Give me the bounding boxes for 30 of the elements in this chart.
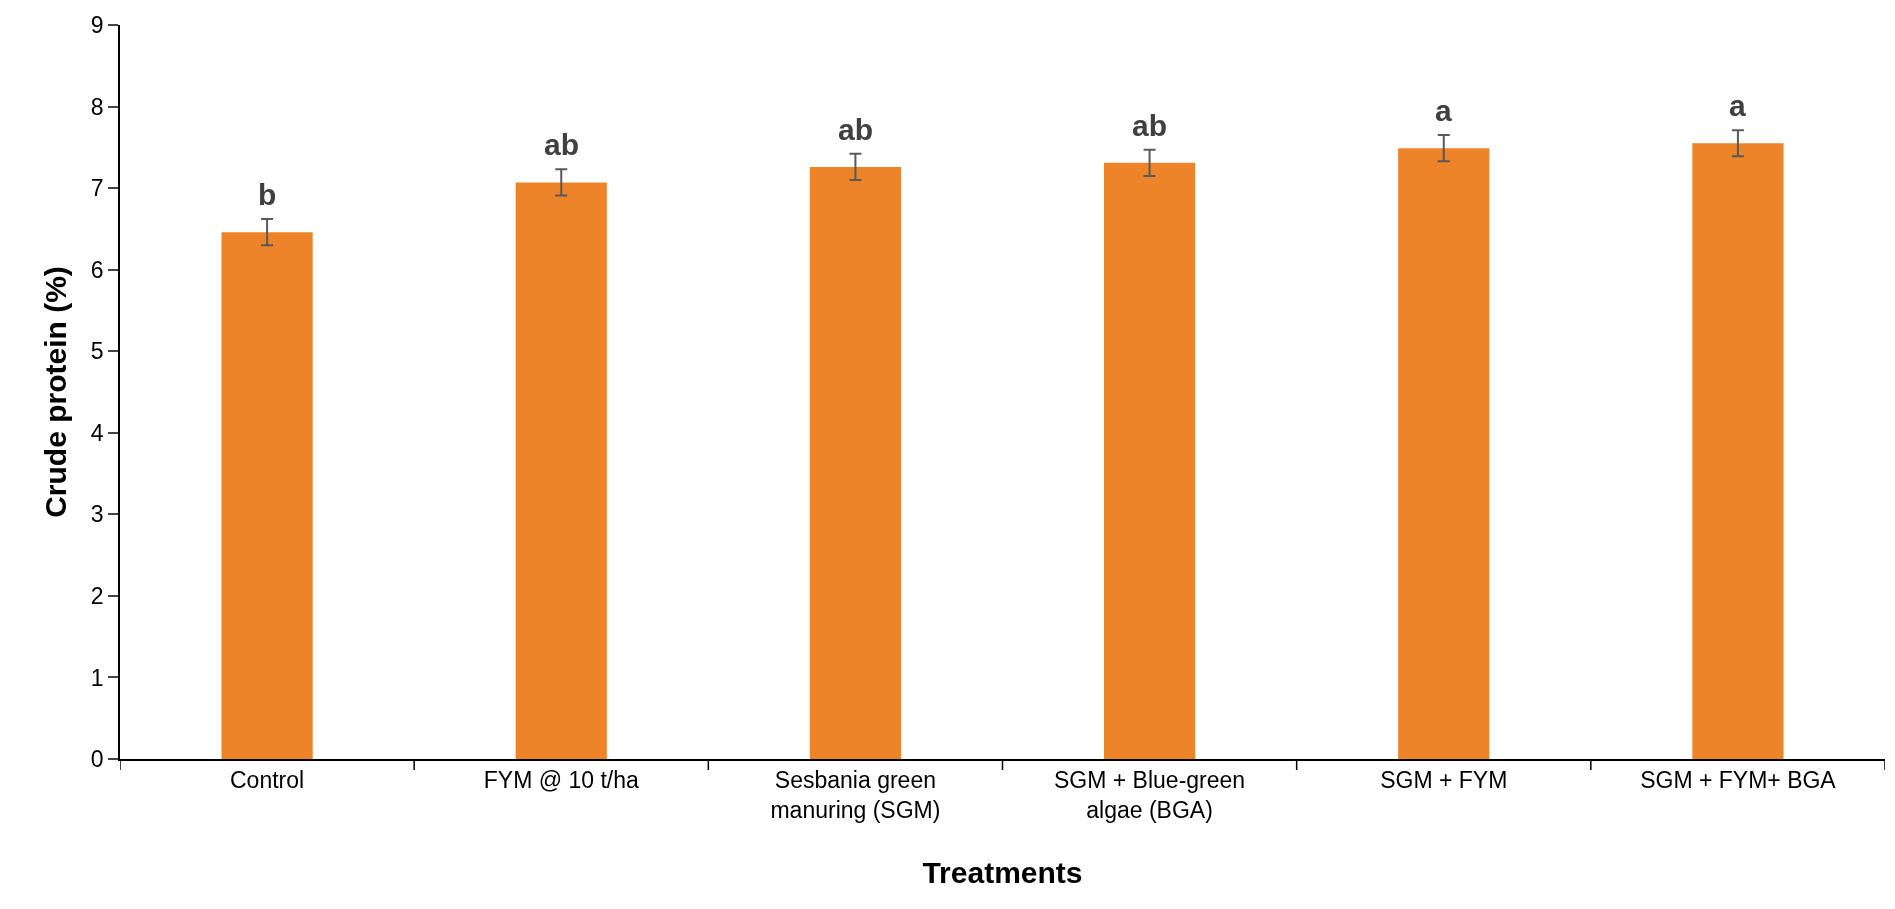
x-tick-label: SGM + FYM+ BGA xyxy=(1640,767,1837,794)
y-tick-label: 6 xyxy=(90,256,104,283)
x-tick-label: FYM @ 10 t/ha xyxy=(483,767,639,794)
y-tick-label: 0 xyxy=(90,746,104,773)
bar xyxy=(809,166,902,759)
annotation: ab xyxy=(838,113,874,146)
annotation: a xyxy=(1729,89,1746,122)
annotation: ab xyxy=(544,128,580,161)
x-tick-label: Control xyxy=(230,767,305,794)
x-axis-title: Treatments xyxy=(922,856,1083,890)
annotation: b xyxy=(258,178,277,211)
y-tick-label: 4 xyxy=(90,419,104,446)
annotation: a xyxy=(1435,94,1452,127)
y-tick-label: 3 xyxy=(90,501,104,528)
y-tick-label: 7 xyxy=(90,175,104,202)
y-tick-label: 1 xyxy=(90,664,104,691)
y-tick-label: 8 xyxy=(90,93,104,120)
y-tick-label: 2 xyxy=(90,582,104,609)
y-tick-label: 5 xyxy=(90,338,104,365)
bar xyxy=(221,232,313,759)
bar xyxy=(1103,162,1196,759)
bar xyxy=(1692,143,1784,759)
x-tick-label: SGM + Blue-green algae (BGA) xyxy=(1054,767,1246,824)
y-axis-title: Crude protein (%) xyxy=(39,266,73,518)
annotation: ab xyxy=(1132,109,1168,142)
bar xyxy=(1398,148,1490,759)
y-tick-label: 9 xyxy=(90,12,104,39)
x-tick-label: Sesbania green manuring (SGM) xyxy=(770,767,941,824)
bar xyxy=(515,182,607,759)
x-tick-label: SGM + FYM xyxy=(1380,767,1508,794)
